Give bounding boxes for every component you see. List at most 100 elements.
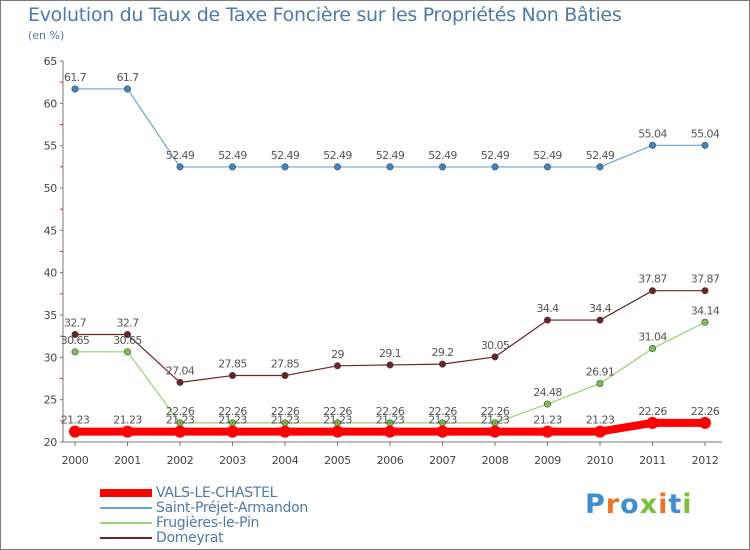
data-label: 37.87	[691, 273, 720, 286]
legend-swatch-domeyrat	[100, 537, 152, 539]
data-label: 27.04	[166, 364, 195, 377]
data-point	[596, 316, 604, 324]
data-point	[594, 425, 606, 438]
x-tick-label: 2003	[219, 454, 246, 467]
data-label: 29.2	[431, 346, 453, 359]
y-tick-label: 60	[44, 97, 58, 110]
data-label: 21.23	[218, 414, 247, 427]
logo-letter: i	[658, 489, 669, 520]
data-label: 52.49	[586, 149, 615, 162]
data-label: 29	[331, 348, 344, 361]
data-label: 30.65	[113, 334, 142, 347]
y-axis-unit-label: (en %)	[28, 29, 65, 42]
legend-item-saint-prejet-armandon: Saint-Préjet-Armandon	[100, 500, 308, 516]
data-label: 29.1	[379, 347, 401, 360]
legend-label: Domeyrat	[156, 530, 224, 546]
legend-swatch-saint-prejet-armandon	[100, 507, 152, 509]
x-tick-label: 2005	[324, 454, 351, 467]
data-label: 21.23	[271, 414, 300, 427]
data-label: 34.4	[536, 302, 559, 315]
legend-label: VALS-LE-CHASTEL	[156, 485, 278, 501]
data-label: 30.05	[481, 339, 510, 352]
logo-letter: P	[585, 489, 606, 520]
data-point	[386, 163, 394, 171]
data-label: 52.49	[481, 149, 510, 162]
data-label: 22.26	[166, 405, 195, 418]
x-tick-label: 2004	[272, 454, 299, 467]
data-point	[226, 425, 239, 438]
data-point	[699, 416, 711, 429]
data-label: 61.7	[116, 71, 139, 84]
data-label: 21.23	[113, 414, 142, 427]
x-tick-label: 2000	[62, 454, 89, 467]
data-point	[438, 163, 446, 171]
data-label: 21.23	[481, 414, 510, 427]
data-point	[541, 425, 554, 438]
proxiti-logo: Proxiti	[585, 489, 693, 520]
data-label: 21.23	[376, 414, 405, 427]
data-point	[384, 425, 396, 438]
data-label: 34.4	[589, 302, 612, 315]
data-point	[71, 85, 79, 93]
data-label: 21.23	[428, 414, 457, 427]
legend-label: Frugières-le-Pin	[156, 515, 260, 531]
data-point	[121, 425, 134, 438]
chart-title: Evolution du Taux de Taxe Foncière sur l…	[28, 4, 622, 26]
x-tick-label: 2002	[167, 454, 194, 467]
data-point	[543, 163, 551, 171]
x-tick-label: 2001	[114, 454, 141, 467]
data-point	[436, 425, 449, 438]
data-point	[489, 425, 501, 438]
data-point	[648, 141, 656, 149]
data-point	[333, 163, 341, 171]
y-tick-label: 65	[44, 55, 58, 68]
data-point	[596, 163, 604, 171]
data-label: 52.49	[166, 149, 195, 162]
data-label: 22.26	[218, 405, 247, 418]
data-label: 61.7	[64, 71, 87, 84]
data-point	[331, 425, 344, 438]
x-tick-label: 2012	[692, 454, 719, 467]
data-point	[279, 425, 291, 438]
legend-item-domeyrat: Domeyrat	[100, 530, 224, 546]
data-point	[281, 163, 289, 171]
data-label: 34.14	[691, 304, 720, 317]
logo-letter: r	[605, 489, 621, 520]
data-point	[648, 287, 656, 295]
data-label: 52.49	[323, 149, 352, 162]
y-tick-label: 40	[44, 267, 58, 280]
data-point	[701, 287, 709, 295]
data-label: 22.26	[376, 405, 405, 418]
data-point	[701, 318, 709, 326]
data-label: 21.23	[533, 414, 562, 427]
data-label: 27.85	[271, 358, 300, 371]
data-point	[124, 348, 132, 356]
legend-swatch-vals-le-chastel	[100, 489, 152, 497]
data-point	[386, 361, 394, 369]
data-label: 52.49	[533, 149, 562, 162]
data-point	[176, 378, 184, 386]
y-tick-label: 25	[44, 394, 58, 407]
logo-letter: t	[668, 489, 683, 520]
y-tick-label: 35	[44, 309, 58, 322]
data-point	[646, 416, 659, 429]
data-point	[176, 163, 184, 171]
data-point	[543, 400, 551, 408]
data-label: 22.26	[638, 405, 667, 418]
data-label: 21.23	[586, 414, 615, 427]
x-tick-label: 2008	[482, 454, 509, 467]
data-point	[333, 362, 341, 370]
x-tick-label: 2009	[534, 454, 561, 467]
data-label: 37.87	[638, 273, 667, 286]
logo-letter: i	[682, 489, 693, 520]
logo-letter: x	[639, 489, 659, 520]
data-label: 21.23	[61, 414, 90, 427]
data-point	[491, 163, 499, 171]
data-label: 32.7	[64, 316, 87, 329]
data-label: 52.49	[271, 149, 300, 162]
data-point	[281, 372, 289, 380]
data-label: 52.49	[376, 149, 405, 162]
data-label: 22.26	[323, 405, 352, 418]
